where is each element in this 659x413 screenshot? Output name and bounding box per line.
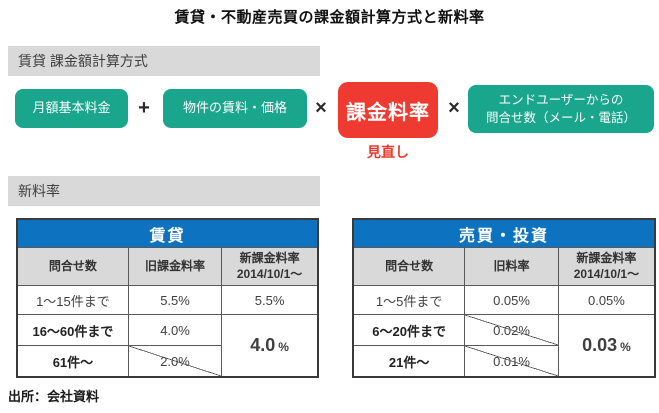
cell-range: 61件～ [16, 345, 129, 378]
cell-old-rate-struck: 0.02% [464, 314, 559, 346]
new-rate-value: 4.0 [250, 335, 276, 355]
cell-old-rate: 0.05% [464, 285, 559, 315]
col-header-new-rate: 新課金料率 2014/10/1～ [221, 247, 319, 286]
table-row: 16～60件まで 4.0% 4.0% [16, 314, 319, 378]
cell-range: 16～60件まで [16, 314, 129, 346]
formula-box-billing-rate: 課金料率 [338, 82, 438, 138]
new-rate-value: 0.03 [582, 335, 618, 355]
formula-box-monthly-fee-label: 月額基本料金 [32, 100, 111, 116]
cell-old-rate: 4.0% [127, 314, 223, 346]
formula-box-enduser-inquiries-label: エンドユーザーからの 問合せ数（メール・電話） [485, 92, 636, 125]
source-note: 出所：会社資料 [8, 389, 100, 404]
sales-table-title: 売買・投資 [352, 218, 656, 248]
old-rate-text: 2.0% [160, 353, 190, 369]
plus-operator: + [138, 97, 150, 119]
cell-range: 21件～ [352, 345, 466, 378]
multiply-operator-2: × [448, 97, 460, 119]
section-header-calc-method: 賃貸 課金額計算方式 [8, 46, 320, 76]
table-row: 1～15件まで 5.5% 5.5% [16, 285, 319, 315]
rental-table-title: 賃貸 [16, 218, 319, 248]
formula-box-monthly-fee: 月額基本料金 [15, 89, 128, 128]
cell-range: 6～20件まで [352, 314, 466, 346]
col-header-old-rate: 旧課金料率 [127, 247, 223, 286]
sales-table-header-row: 問合せ数 旧料率 新課金料率 2014/10/1～ [352, 247, 656, 286]
cell-new-rate: 5.5% [221, 285, 319, 315]
page-title: 賃貸・不動産売買の課金額計算方式と新料率 [174, 9, 485, 26]
cell-range: 1～5件まで [352, 285, 466, 315]
rental-table-header-row: 問合せ数 旧課金料率 新課金料率 2014/10/1～ [16, 247, 319, 286]
table-row: 1～5件まで 0.05% 0.05% [352, 285, 656, 315]
sales-investment-rate-table: 売買・投資 問合せ数 旧料率 新課金料率 2014/10/1～ 1～5件まで 0… [352, 218, 656, 378]
new-rate-unit: % [278, 340, 289, 354]
cell-new-rate-merged: 0.03% [557, 314, 656, 378]
cell-new-rate-merged: 4.0% [221, 314, 319, 378]
formula-box-billing-rate-label: 課金料率 [346, 101, 430, 124]
revision-note: 見直し [367, 144, 409, 160]
multiply-operator-1: × [315, 97, 327, 119]
col-header-old-rate: 旧料率 [464, 247, 559, 286]
table-row: 6～20件まで 0.02% 0.03% [352, 314, 656, 378]
cell-old-rate-struck: 2.0% [127, 345, 223, 378]
col-header-inquiry-count: 問合せ数 [16, 247, 129, 286]
new-rate-unit: % [620, 340, 631, 354]
cell-range: 1～15件まで [16, 285, 129, 315]
formula-box-property-price: 物件の賃料・価格 [163, 89, 307, 128]
old-rate-text: 0.02% [493, 322, 530, 338]
col-header-new-rate: 新課金料率 2014/10/1～ [557, 247, 656, 286]
formula-box-property-price-label: 物件の賃料・価格 [182, 100, 287, 116]
rental-rate-table: 賃貸 問合せ数 旧課金料率 新課金料率 2014/10/1～ 1～15件まで 5… [16, 218, 319, 378]
old-rate-text: 0.01% [493, 353, 530, 369]
col-header-inquiry-count: 問合せ数 [352, 247, 466, 286]
section-header-new-rates: 新料率 [8, 176, 320, 206]
cell-old-rate: 5.5% [127, 285, 223, 315]
cell-old-rate-struck: 0.01% [464, 345, 559, 378]
formula-box-enduser-inquiries: エンドユーザーからの 問合せ数（メール・電話） [468, 85, 654, 133]
cell-new-rate: 0.05% [557, 285, 656, 315]
